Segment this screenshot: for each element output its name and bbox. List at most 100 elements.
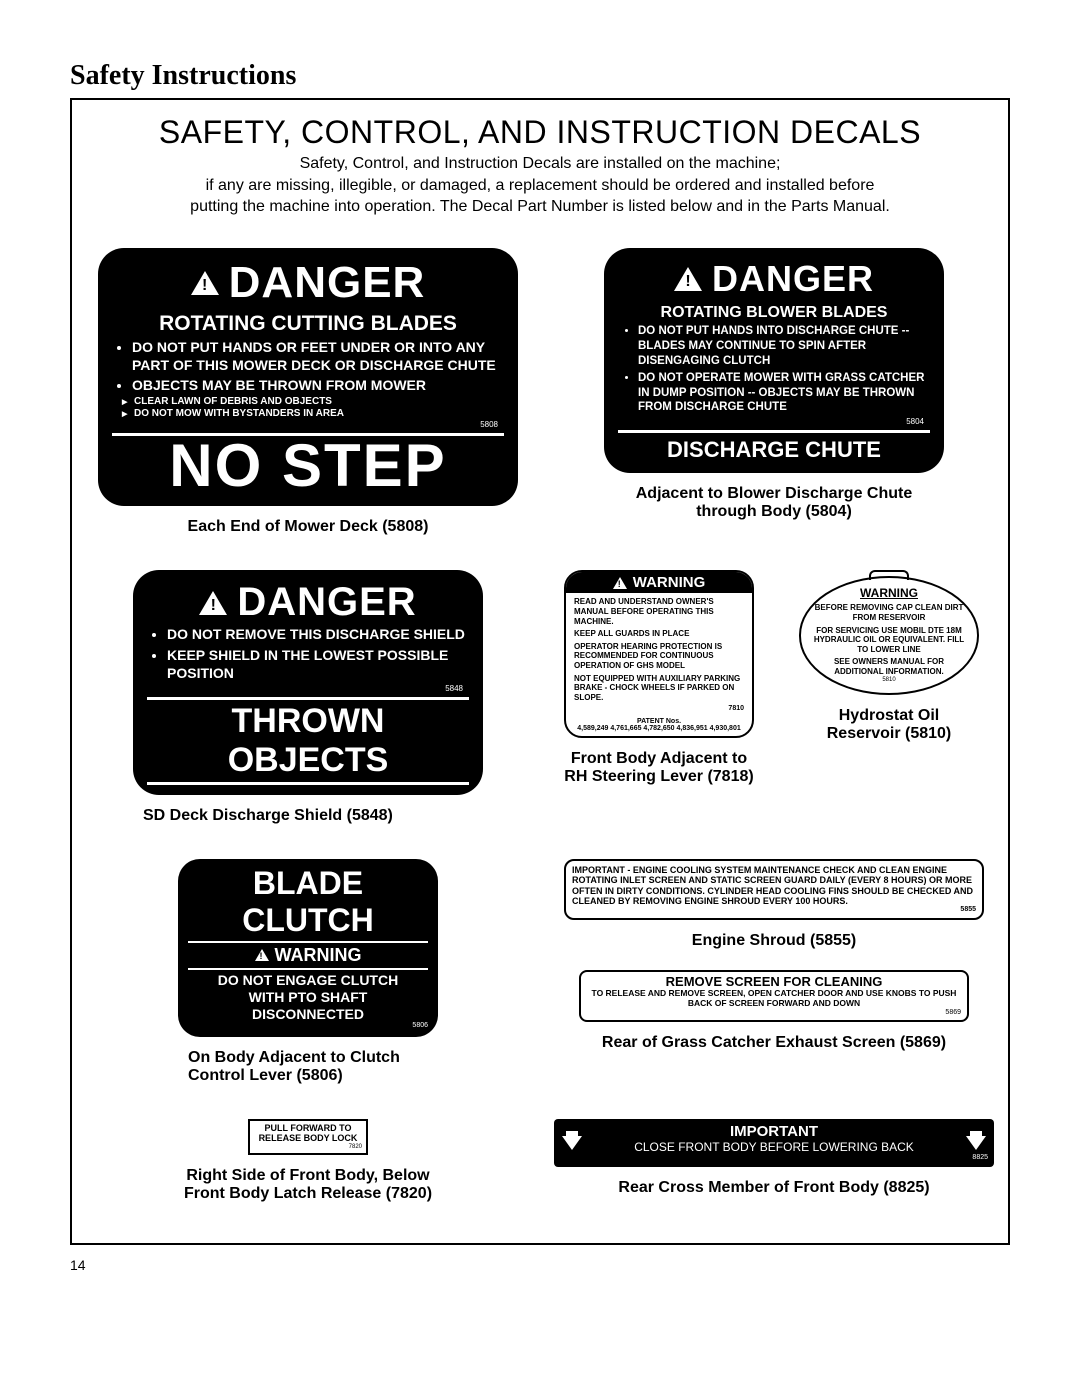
decal-text: READ AND UNDERSTAND OWNER'S MANUAL BEFOR… [574,597,744,626]
decal-7820-block: PULL FORWARD TO RELEASE BODY LOCK 7820 R… [98,1119,518,1203]
decal-text: NOT EQUIPPED WITH AUXILIARY PARKING BRAK… [574,674,744,703]
danger-header: DANGER [618,258,930,300]
decals-frame: SAFETY, CONTROL, AND INSTRUCTION DECALS … [70,98,1010,1245]
intro-line-2: if any are missing, illegible, or damage… [206,177,875,194]
warning-triangle-icon [674,267,702,291]
part-number: 5806 [188,1022,428,1029]
decal-caption: Adjacent to Blower Discharge Chute throu… [636,485,913,521]
decal-sub-bullets: CLEAR LAWN OF DEBRIS AND OBJECTS DO NOT … [112,396,504,419]
part-number: 7820 [254,1144,362,1150]
decal-caption: Engine Shroud (5855) [692,932,856,950]
decal-text: FOR SERVICING USE MOBIL DTE 18M HYDRAULI… [811,626,967,655]
decal-text: SEE OWNERS MANUAL FOR ADDITIONAL INFORMA… [811,657,967,676]
warning-word: WARNING [275,945,362,966]
part-number: 5810 [811,677,967,683]
part-number: 5804 [618,417,930,426]
right-stack-row3: IMPORTANT - ENGINE COOLING SYSTEM MAINTE… [554,859,994,1085]
warning-triangle-icon [613,577,627,589]
decal-5804: DANGER ROTATING BLOWER BLADES DO NOT PUT… [604,248,944,474]
decal-5806: BLADE CLUTCH WARNING DO NOT ENGAGE CLUTC… [178,859,438,1037]
warning-triangle-icon [255,949,269,961]
bullet-item: KEEP SHIELD IN THE LOWEST POSSIBLE POSIT… [167,646,465,682]
decal-text: TO RELEASE AND REMOVE SCREEN, OPEN CATCH… [587,989,961,1009]
danger-header: DANGER [112,258,504,308]
decal-7820: PULL FORWARD TO RELEASE BODY LOCK 7820 [248,1119,368,1155]
intro-line-3: putting the machine into operation. The … [190,198,890,215]
frame-title: SAFETY, CONTROL, AND INSTRUCTION DECALS [90,114,990,151]
decal-5848: DANGER DO NOT REMOVE THIS DISCHARGE SHIE… [133,570,483,795]
warning-word: WARNING [811,586,967,600]
decal-8825-block: IMPORTANT CLOSE FRONT BODY BEFORE LOWERI… [554,1119,994,1203]
blade-clutch-title: BLADE CLUTCH [188,865,428,939]
bullet-item: DO NOT PUT HANDS INTO DISCHARGE CHUTE --… [638,324,926,369]
decal-5855-block: IMPORTANT - ENGINE COOLING SYSTEM MAINTE… [554,859,994,950]
decal-5855: IMPORTANT - ENGINE COOLING SYSTEM MAINTE… [564,859,984,920]
bullet-item: DO NOT OPERATE MOWER WITH GRASS CATCHER … [638,371,926,416]
decal-text: IMPORTANT - ENGINE COOLING SYSTEM MAINTE… [572,865,973,906]
warning-triangle-icon [199,591,227,615]
decal-8825: IMPORTANT CLOSE FRONT BODY BEFORE LOWERI… [554,1119,994,1167]
decal-7818-block: WARNING READ AND UNDERSTAND OWNER'S MANU… [554,570,764,785]
decal-5810: WARNING BEFORE REMOVING CAP CLEAN DIRT F… [799,570,979,694]
decal-text: OPERATOR HEARING PROTECTION IS RECOMMEND… [574,642,744,671]
warning-header: WARNING [566,572,752,593]
decal-caption: Front Body Adjacent to RH Steering Lever… [564,750,753,786]
page: Safety Instructions SAFETY, CONTROL, AND… [0,0,1080,1313]
decal-text: KEEP ALL GUARDS IN PLACE [574,629,744,639]
decal-bullets: DO NOT REMOVE THIS DISCHARGE SHIELD KEEP… [147,625,469,682]
row2-right-group: WARNING READ AND UNDERSTAND OWNER'S MANU… [554,570,994,825]
part-number: 5848 [147,684,469,693]
discharge-chute-label: DISCHARGE CHUTE [618,430,930,463]
decal-body: READ AND UNDERSTAND OWNER'S MANUAL BEFOR… [566,593,752,717]
bullet-item: DO NOT PUT HANDS OR FEET UNDER OR INTO A… [132,338,500,374]
decal-5869-block: REMOVE SCREEN FOR CLEANING TO RELEASE AN… [554,970,994,1052]
danger-word: DANGER [712,258,874,300]
decal-bullets: DO NOT PUT HANDS OR FEET UNDER OR INTO A… [112,338,504,395]
warning-word: WARNING [633,574,706,591]
part-number: 8825 [560,1154,988,1161]
danger-word: DANGER [237,580,416,625]
patent-block: PATENT Nos. 4,589,249 4,761,665 4,782,65… [566,718,752,736]
no-step-label: NO STEP [112,433,504,496]
decal-subhead: ROTATING CUTTING BLADES [112,312,504,336]
warning-triangle-icon [191,271,219,295]
decal-5848-block: DANGER DO NOT REMOVE THIS DISCHARGE SHIE… [98,570,518,825]
decal-caption: Each End of Mower Deck (5808) [188,518,429,536]
decal-heading: REMOVE SCREEN FOR CLEANING [587,974,961,989]
sub-bullet-item: CLEAR LAWN OF DEBRIS AND OBJECTS [134,396,504,407]
arrow-down-icon [966,1136,986,1150]
decals-grid: DANGER ROTATING CUTTING BLADES DO NOT PU… [90,248,990,1203]
decal-text: CLOSE FRONT BODY BEFORE LOWERING BACK [560,1140,988,1154]
page-number: 14 [70,1257,1010,1273]
oval-decal: WARNING BEFORE REMOVING CAP CLEAN DIRT F… [799,576,979,694]
decal-bullets: DO NOT PUT HANDS INTO DISCHARGE CHUTE --… [618,324,930,416]
danger-word: DANGER [229,258,426,308]
decal-5808: DANGER ROTATING CUTTING BLADES DO NOT PU… [98,248,518,507]
decal-5806-block: BLADE CLUTCH WARNING DO NOT ENGAGE CLUTC… [98,859,518,1085]
thrown-objects-label: THROWN OBJECTS [147,697,469,785]
intro-line-1: Safety, Control, and Instruction Decals … [300,155,781,172]
part-number: 5869 [587,1009,961,1016]
decal-text: DISCONNECTED [188,1006,428,1023]
decal-caption: Right Side of Front Body, Below Front Bo… [184,1167,432,1203]
decal-5804-block: DANGER ROTATING BLOWER BLADES DO NOT PUT… [554,248,994,537]
decal-5810-block: WARNING BEFORE REMOVING CAP CLEAN DIRT F… [784,570,994,742]
decal-7818: WARNING READ AND UNDERSTAND OWNER'S MANU… [564,570,754,737]
decal-caption: Rear Cross Member of Front Body (8825) [618,1179,929,1197]
bullet-item: DO NOT REMOVE THIS DISCHARGE SHIELD [167,625,465,643]
decal-text: BEFORE REMOVING CAP CLEAN DIRT FROM RESE… [811,603,967,622]
part-number: 5808 [112,420,504,429]
part-number: 5855 [572,906,976,914]
decal-caption: Rear of Grass Catcher Exhaust Screen (58… [602,1034,946,1052]
decal-subhead: ROTATING BLOWER BLADES [618,304,930,322]
decal-5808-block: DANGER ROTATING CUTTING BLADES DO NOT PU… [98,248,518,537]
decal-5869: REMOVE SCREEN FOR CLEANING TO RELEASE AN… [579,970,969,1022]
decal-caption: On Body Adjacent to Clutch Control Lever… [178,1049,438,1085]
section-title: Safety Instructions [70,60,1010,92]
decal-text: PULL FORWARD TO RELEASE BODY LOCK [254,1124,362,1144]
arrow-down-icon [562,1136,582,1150]
danger-header: DANGER [147,580,469,625]
sub-bullet-item: DO NOT MOW WITH BYSTANDERS IN AREA [134,408,504,419]
decal-text: WITH PTO SHAFT [188,989,428,1006]
part-number: 7810 [574,705,744,713]
